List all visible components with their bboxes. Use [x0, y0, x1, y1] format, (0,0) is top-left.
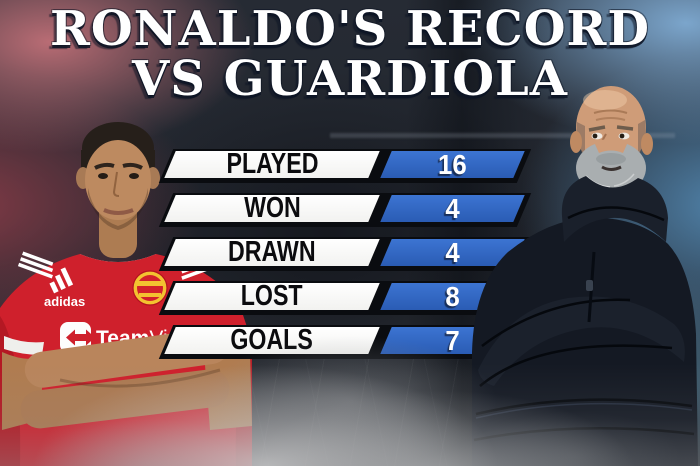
stat-label: WON — [243, 192, 301, 224]
guardiola-photo — [472, 86, 698, 466]
stat-label-cell: DRAWN — [164, 236, 380, 268]
stat-label: PLAYED — [226, 148, 318, 180]
stat-value: 16 — [438, 148, 467, 180]
eye — [129, 173, 139, 179]
eye — [98, 173, 108, 179]
stat-label: DRAWN — [228, 236, 316, 268]
adidas-wordmark: adidas — [44, 294, 85, 309]
stat-value: 8 — [445, 280, 460, 312]
guardiola-figure — [472, 86, 698, 466]
stat-value: 4 — [445, 192, 460, 224]
moustache — [596, 153, 626, 165]
stat-label-cell: GOALS — [164, 324, 380, 356]
headline: RONALDO'S RECORD VS GUARDIOLA — [0, 4, 700, 104]
stat-label-cell: PLAYED — [164, 148, 380, 180]
ear — [641, 133, 653, 155]
stat-value: 4 — [445, 236, 460, 268]
stat-label-cell: WON — [164, 192, 380, 224]
ear — [570, 131, 582, 153]
stat-label: GOALS — [230, 324, 314, 356]
stat-label-cell: LOST — [164, 280, 380, 312]
stat-label: LOST — [241, 280, 303, 312]
zipper-pull — [586, 280, 593, 291]
stat-value: 7 — [445, 324, 460, 356]
headline-line1: RONALDO'S RECORD — [49, 1, 651, 57]
man-united-crest — [132, 270, 168, 306]
eyebrow — [616, 125, 634, 131]
headline-line2: VS GUARDIOLA — [131, 51, 568, 107]
